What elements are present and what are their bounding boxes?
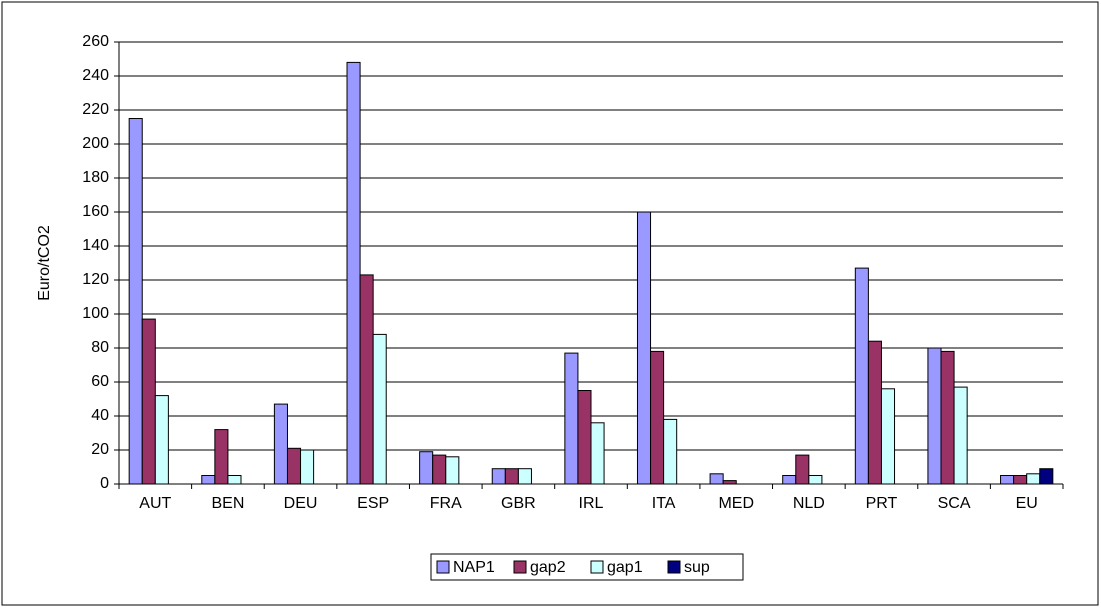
bar xyxy=(273,403,288,485)
bar xyxy=(346,61,361,485)
bar xyxy=(927,347,942,485)
y-tick-label: 40 xyxy=(91,407,109,424)
bar xyxy=(359,274,374,485)
x-tick-label: NLD xyxy=(793,495,825,512)
bar xyxy=(1000,475,1015,485)
x-tick-label: EU xyxy=(1016,495,1038,512)
bar xyxy=(372,333,387,485)
bar xyxy=(201,475,216,485)
bar xyxy=(141,318,156,485)
x-tick-label: AUT xyxy=(139,495,171,512)
x-tick-label: GBR xyxy=(501,495,536,512)
bar xyxy=(650,350,665,485)
y-axis-label: Euro/tCO2 xyxy=(36,225,53,301)
bar xyxy=(227,475,242,485)
x-tick-label: BEN xyxy=(211,495,244,512)
legend-swatch xyxy=(667,560,681,574)
bar xyxy=(577,390,592,485)
bar xyxy=(867,340,882,485)
bar xyxy=(795,454,810,485)
y-tick-label: 260 xyxy=(82,33,109,50)
legend-label: gap2 xyxy=(530,559,566,576)
bar xyxy=(504,468,519,485)
y-tick-label: 0 xyxy=(100,475,109,492)
bar xyxy=(419,451,434,485)
bar xyxy=(590,422,605,485)
bar xyxy=(722,480,737,485)
x-tick-label: ESP xyxy=(357,495,389,512)
y-tick-label: 120 xyxy=(82,271,109,288)
x-tick-label: ITA xyxy=(652,495,676,512)
y-tick-label: 20 xyxy=(91,441,109,458)
bar xyxy=(445,456,460,485)
bar xyxy=(808,475,823,485)
x-tick-label: SCA xyxy=(938,495,971,512)
x-tick-label: FRA xyxy=(430,495,462,512)
x-tick-label: PRT xyxy=(866,495,898,512)
bar xyxy=(940,350,955,485)
bar xyxy=(636,211,652,485)
x-tick-label: DEU xyxy=(284,495,318,512)
y-tick-label: 100 xyxy=(82,305,109,322)
bar xyxy=(1039,468,1054,485)
y-tick-label: 160 xyxy=(82,203,109,220)
bar xyxy=(214,429,229,485)
y-tick-label: 240 xyxy=(82,67,109,84)
bar xyxy=(663,418,678,485)
legend-swatch xyxy=(436,560,450,574)
legend-box xyxy=(430,553,744,581)
y-tick-label: 80 xyxy=(91,339,109,356)
bar xyxy=(300,449,315,485)
bar xyxy=(491,468,506,485)
bar xyxy=(880,388,896,485)
bar xyxy=(1013,475,1028,485)
legend-label: gap1 xyxy=(607,559,643,576)
y-tick-label: 200 xyxy=(82,135,109,152)
y-tick-label: 220 xyxy=(82,101,109,118)
bar xyxy=(517,468,532,485)
legend-swatch xyxy=(513,560,527,574)
legend-label: NAP1 xyxy=(453,559,495,576)
bar xyxy=(286,447,302,485)
y-tick-label: 60 xyxy=(91,373,109,390)
legend-label: sup xyxy=(684,559,710,576)
bar xyxy=(782,475,797,485)
bar xyxy=(432,454,447,485)
x-tick-label: IRL xyxy=(579,495,604,512)
bar xyxy=(953,386,968,485)
bar xyxy=(564,352,579,485)
x-tick-label: MED xyxy=(718,495,754,512)
y-tick-label: 140 xyxy=(82,237,109,254)
bar xyxy=(154,395,169,485)
legend-swatch xyxy=(590,560,604,574)
bar xyxy=(854,267,869,485)
y-tick-label: 180 xyxy=(82,169,109,186)
bar xyxy=(1026,473,1041,485)
bar xyxy=(128,118,143,485)
bar xyxy=(709,473,724,485)
